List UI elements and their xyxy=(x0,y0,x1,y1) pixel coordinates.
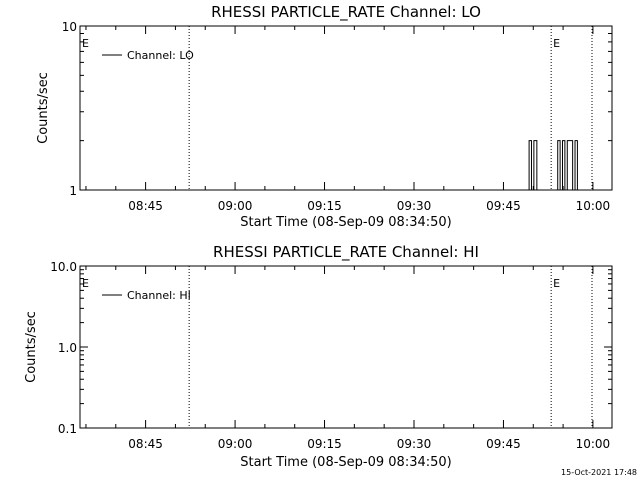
x-tick-label: 09:30 xyxy=(397,437,432,451)
x-tick-label: 09:15 xyxy=(307,437,342,451)
y-tick-label: 0.1 xyxy=(58,422,77,436)
legend-label-hi: Channel: HI xyxy=(127,289,191,302)
x-tick-label: 09:00 xyxy=(218,437,253,451)
event-marker-label: E xyxy=(553,277,560,290)
event-marker-label: E xyxy=(82,37,89,50)
y-tick-label: 1 xyxy=(69,184,77,198)
y-tick-label: 1.0 xyxy=(58,341,77,355)
x-tick-label: 09:30 xyxy=(397,199,432,213)
x-tick-label: 10:00 xyxy=(576,437,611,451)
x-tick-label: 09:45 xyxy=(486,437,521,451)
event-marker-label: E xyxy=(82,277,89,290)
event-marker-label: E xyxy=(553,37,560,50)
series-line-channel-lo xyxy=(523,140,583,191)
x-tick-label: 09:45 xyxy=(486,199,521,213)
y-tick-label: 10 xyxy=(62,20,77,34)
x-axis-label-hi: Start Time (08-Sep-09 08:34:50) xyxy=(240,455,451,470)
x-tick-label: 10:00 xyxy=(576,199,611,213)
chart-title-hi: RHESSI PARTICLE_RATE Channel: HI xyxy=(213,243,479,262)
y-axis-label-lo: Counts/sec xyxy=(36,72,51,144)
x-tick-label: 08:45 xyxy=(128,437,163,451)
panel-hi: RHESSI PARTICLE_RATE Channel: HI Start T… xyxy=(24,243,613,470)
x-tick-label: 09:00 xyxy=(218,199,253,213)
x-axis-label-lo: Start Time (08-Sep-09 08:34:50) xyxy=(240,215,451,230)
chart-title-lo: RHESSI PARTICLE_RATE Channel: LO xyxy=(211,3,481,22)
legend-label-lo: Channel: LO xyxy=(127,49,194,62)
plot-frame xyxy=(79,25,613,191)
y-tick-label: 10.0 xyxy=(50,260,77,274)
x-tick-label: 09:15 xyxy=(307,199,342,213)
x-tick-label: 08:45 xyxy=(128,199,163,213)
panel-lo: RHESSI PARTICLE_RATE Channel: LO Start T… xyxy=(36,3,613,230)
y-axis-label-hi: Counts/sec xyxy=(24,311,39,383)
generated-timestamp: 15-Oct-2021 17:48 xyxy=(561,468,637,477)
